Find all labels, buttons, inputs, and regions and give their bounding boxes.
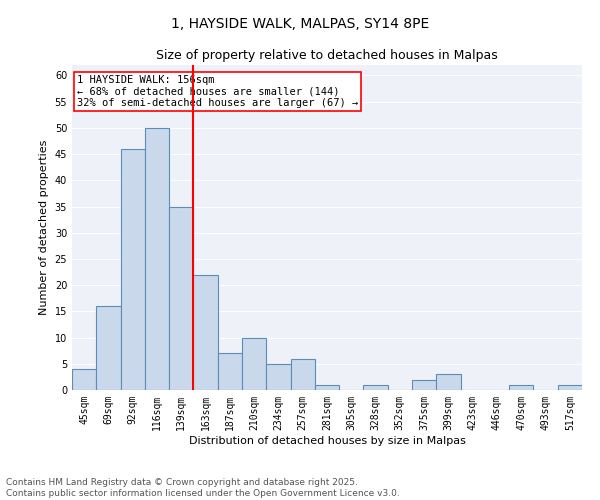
- Bar: [121, 149, 145, 390]
- Bar: [558, 385, 582, 390]
- Text: Contains HM Land Registry data © Crown copyright and database right 2025.
Contai: Contains HM Land Registry data © Crown c…: [6, 478, 400, 498]
- X-axis label: Distribution of detached houses by size in Malpas: Distribution of detached houses by size …: [188, 436, 466, 446]
- Bar: [145, 128, 169, 390]
- Bar: [436, 374, 461, 390]
- Title: Size of property relative to detached houses in Malpas: Size of property relative to detached ho…: [156, 50, 498, 62]
- Bar: [412, 380, 436, 390]
- Text: 1, HAYSIDE WALK, MALPAS, SY14 8PE: 1, HAYSIDE WALK, MALPAS, SY14 8PE: [171, 18, 429, 32]
- Bar: [169, 206, 193, 390]
- Bar: [315, 385, 339, 390]
- Bar: [364, 385, 388, 390]
- Text: 1 HAYSIDE WALK: 156sqm
← 68% of detached houses are smaller (144)
32% of semi-de: 1 HAYSIDE WALK: 156sqm ← 68% of detached…: [77, 74, 358, 108]
- Bar: [266, 364, 290, 390]
- Y-axis label: Number of detached properties: Number of detached properties: [39, 140, 49, 315]
- Bar: [218, 354, 242, 390]
- Bar: [509, 385, 533, 390]
- Bar: [290, 358, 315, 390]
- Bar: [96, 306, 121, 390]
- Bar: [72, 369, 96, 390]
- Bar: [193, 274, 218, 390]
- Bar: [242, 338, 266, 390]
